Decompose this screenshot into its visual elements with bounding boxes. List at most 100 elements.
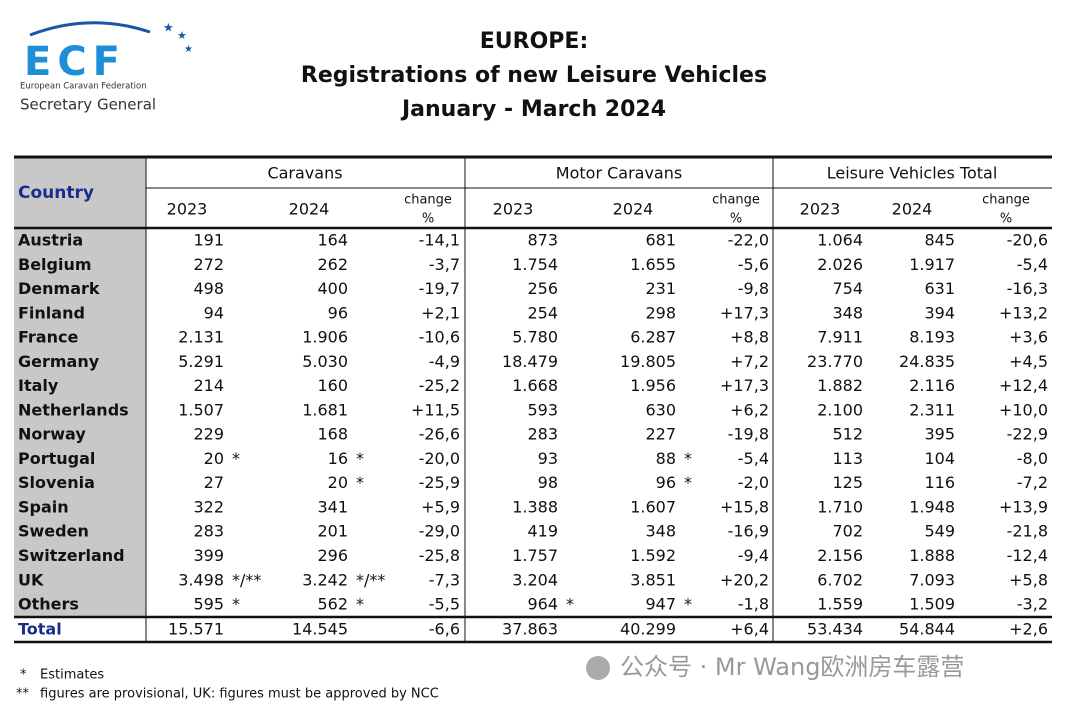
cell-value: 348: [645, 522, 676, 541]
logo: ★ ★ ★ ECF European Caravan Federation Se…: [20, 21, 193, 114]
column-header: change: [404, 193, 452, 208]
column-header: %: [1000, 212, 1012, 227]
logo-federation: European Caravan Federation: [20, 82, 147, 92]
cell-value: +7,2: [730, 352, 769, 371]
cell-value: 5.030: [302, 352, 348, 371]
cell-value: -5,6: [738, 255, 769, 274]
cell-value: 1.948: [909, 497, 955, 516]
cell-value: 1.710: [817, 497, 863, 516]
cell-value: -5,4: [1017, 255, 1048, 274]
cell-value: 40.299: [620, 620, 676, 639]
cell-value: -6,6: [429, 620, 460, 639]
cell-value: -21,8: [1007, 522, 1048, 541]
cell-note: *: [684, 449, 692, 468]
cell-value: -20,6: [1007, 231, 1048, 250]
cell-value: 262: [317, 255, 348, 274]
cell-value: 498: [193, 279, 224, 298]
country: France: [18, 328, 78, 347]
cell-value: +5,9: [421, 497, 460, 516]
cell-value: 681: [645, 231, 676, 250]
cell-value: +6,2: [730, 400, 769, 419]
title: Registrations of new Leisure Vehicles: [301, 63, 767, 88]
cell-value: 1.917: [909, 255, 955, 274]
country-header: Country: [18, 183, 94, 203]
cell-value: 2.116: [909, 376, 955, 395]
cell-value: -25,2: [419, 376, 460, 395]
cell-value: 96: [656, 473, 676, 492]
cell-value: 254: [527, 303, 558, 322]
cell-value: 231: [645, 279, 676, 298]
cell-value: 631: [924, 279, 955, 298]
cell-value: 964: [527, 595, 558, 614]
footnote-marker: **: [16, 687, 30, 702]
country: Total: [18, 620, 62, 639]
cell-value: -29,0: [419, 522, 460, 541]
column-header: 2023: [800, 200, 841, 219]
cell-value: -7,2: [1017, 473, 1048, 492]
cell-value: -5,4: [738, 449, 769, 468]
cell-value: 2.311: [909, 400, 955, 419]
cell-value: 214: [193, 376, 224, 395]
cell-value: 2.100: [817, 400, 863, 419]
group-header: Motor Caravans: [556, 164, 682, 183]
cell-value: -16,9: [728, 522, 769, 541]
cell-value: 104: [924, 449, 955, 468]
cell-value: 256: [527, 279, 558, 298]
column-header: %: [422, 212, 434, 227]
cell-value: 125: [832, 473, 863, 492]
cell-value: 1.607: [630, 497, 676, 516]
cell-value: -22,0: [728, 231, 769, 250]
cell-value: -10,6: [419, 328, 460, 347]
cell-value: -9,4: [738, 546, 769, 565]
cell-value: 88: [656, 449, 676, 468]
country: Denmark: [18, 279, 100, 298]
country: Switzerland: [18, 546, 125, 565]
cell-value: 1.757: [512, 546, 558, 565]
cell-value: 298: [645, 303, 676, 322]
cell-value: +6,4: [730, 620, 769, 639]
cell-note: *: [356, 449, 364, 468]
cell-value: -25,9: [419, 473, 460, 492]
country: UK: [18, 570, 44, 589]
cell-value: 94: [204, 303, 224, 322]
cell-value: +3,6: [1009, 328, 1048, 347]
cell-value: -14,1: [419, 231, 460, 250]
cell-value: +13,2: [999, 303, 1048, 322]
cell-value: 20: [204, 449, 224, 468]
cell-value: -8,0: [1017, 449, 1048, 468]
cell-value: 395: [924, 425, 955, 444]
column-header: 2024: [892, 200, 933, 219]
cell-value: 1.906: [302, 328, 348, 347]
cell-value: 5.780: [512, 328, 558, 347]
cell-value: 1.507: [178, 400, 224, 419]
cell-value: 1.388: [512, 497, 558, 516]
cell-value: +15,8: [720, 497, 769, 516]
cell-note: */**: [232, 570, 261, 589]
cell-value: +20,2: [720, 570, 769, 589]
cell-value: 3.242: [302, 570, 348, 589]
cell-value: 20: [328, 473, 348, 492]
cell-value: 19.805: [620, 352, 676, 371]
cell-value: 164: [317, 231, 348, 250]
cell-value: 7.911: [817, 328, 863, 347]
cell-value: 947: [645, 595, 676, 614]
logo-star: ★: [177, 29, 187, 42]
logo-swoosh: [29, 21, 151, 37]
cell-value: -5,5: [429, 595, 460, 614]
cell-value: 1.888: [909, 546, 955, 565]
cell-value: 399: [193, 546, 224, 565]
column-header: 2024: [613, 200, 654, 219]
country-column-bg: [14, 158, 146, 617]
cell-value: 1.681: [302, 400, 348, 419]
cell-value: 160: [317, 376, 348, 395]
cell-value: 2.131: [178, 328, 224, 347]
cell-value: +11,5: [411, 400, 460, 419]
cell-note: *: [356, 595, 364, 614]
cell-value: 37.863: [502, 620, 558, 639]
cell-value: 754: [832, 279, 863, 298]
cell-value: 23.770: [807, 352, 863, 371]
cell-value: 201: [317, 522, 348, 541]
cell-value: 400: [317, 279, 348, 298]
cell-value: -12,4: [1007, 546, 1048, 565]
